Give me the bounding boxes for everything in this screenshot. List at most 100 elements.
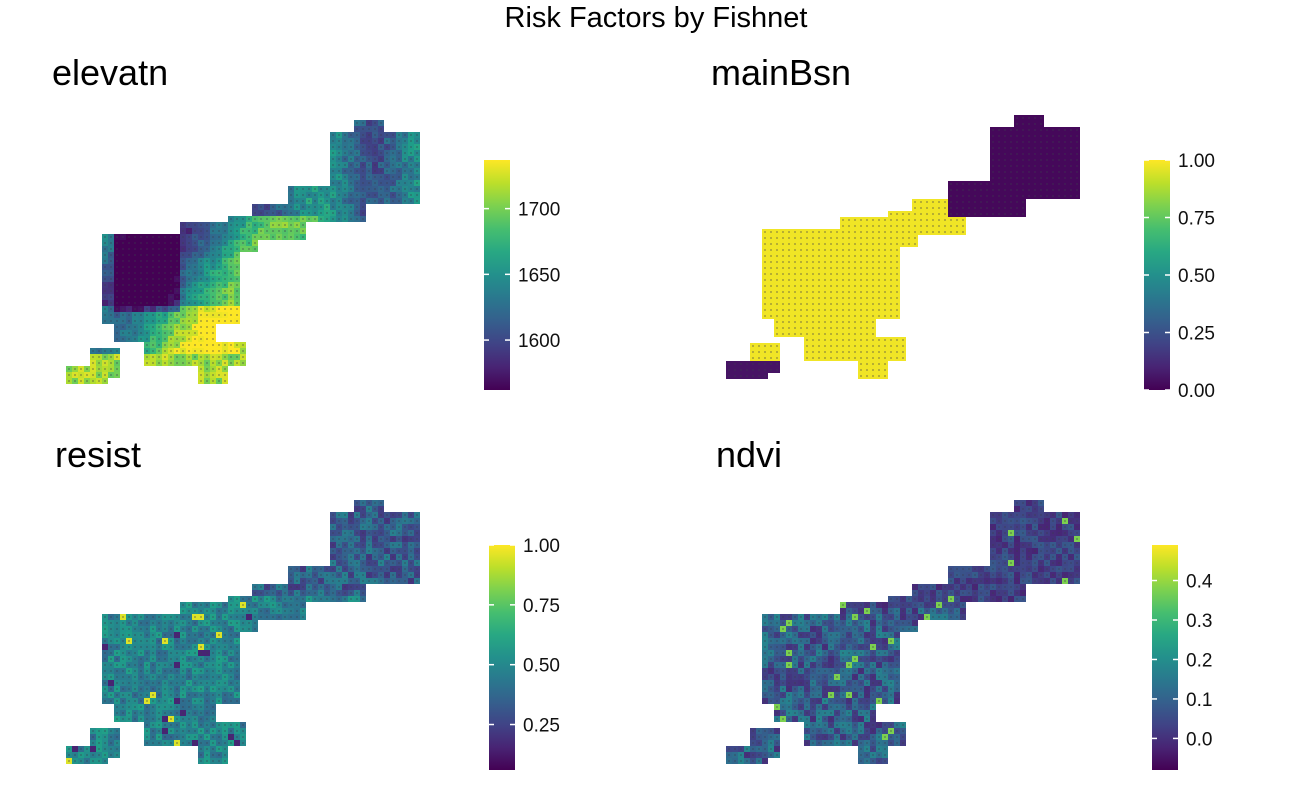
point-marker	[236, 320, 238, 322]
point-marker	[206, 230, 208, 232]
point-marker	[776, 369, 778, 371]
point-marker	[368, 514, 370, 516]
point-marker	[134, 296, 136, 298]
point-marker	[920, 219, 922, 221]
point-marker	[122, 314, 124, 316]
point-marker	[1034, 195, 1036, 197]
point-marker	[116, 706, 118, 708]
point-marker	[158, 706, 160, 708]
point-marker	[344, 544, 346, 546]
point-marker	[362, 152, 364, 154]
point-marker	[200, 332, 202, 334]
point-marker	[170, 676, 172, 678]
point-marker	[230, 610, 232, 612]
point-marker	[140, 634, 142, 636]
point-marker	[140, 640, 142, 642]
point-marker	[842, 303, 844, 305]
point-marker	[842, 237, 844, 239]
point-marker	[218, 616, 220, 618]
point-marker	[194, 700, 196, 702]
point-marker	[116, 338, 118, 340]
point-marker	[224, 308, 226, 310]
point-marker	[344, 568, 346, 570]
point-marker	[1034, 135, 1036, 137]
point-marker	[806, 357, 808, 359]
point-marker	[866, 267, 868, 269]
point-marker	[224, 688, 226, 690]
point-marker	[866, 285, 868, 287]
point-marker	[392, 164, 394, 166]
point-marker	[188, 350, 190, 352]
point-marker	[854, 243, 856, 245]
point-marker	[218, 296, 220, 298]
point-marker	[212, 254, 214, 256]
point-marker	[206, 254, 208, 256]
point-marker	[776, 333, 778, 335]
point-marker	[206, 700, 208, 702]
point-marker	[290, 610, 292, 612]
point-marker	[1076, 159, 1078, 161]
point-marker	[392, 526, 394, 528]
point-marker	[386, 568, 388, 570]
point-marker	[752, 345, 754, 347]
point-marker	[302, 218, 304, 220]
point-marker	[1040, 189, 1042, 191]
point-marker	[218, 350, 220, 352]
point-marker	[170, 266, 172, 268]
point-marker	[806, 351, 808, 353]
point-marker	[818, 297, 820, 299]
point-marker	[314, 188, 316, 190]
point-marker	[206, 380, 208, 382]
point-marker	[770, 291, 772, 293]
point-marker	[350, 568, 352, 570]
point-marker	[116, 302, 118, 304]
point-marker	[164, 326, 166, 328]
point-marker	[380, 562, 382, 564]
point-marker	[176, 706, 178, 708]
point-marker	[140, 628, 142, 630]
point-marker	[146, 284, 148, 286]
point-marker	[224, 254, 226, 256]
point-marker	[1016, 159, 1018, 161]
point-marker	[380, 128, 382, 130]
point-marker	[206, 332, 208, 334]
point-marker	[962, 225, 964, 227]
point-marker	[410, 182, 412, 184]
point-marker	[254, 224, 256, 226]
point-marker	[218, 610, 220, 612]
point-marker	[854, 345, 856, 347]
point-marker	[854, 237, 856, 239]
point-marker	[368, 188, 370, 190]
point-marker	[956, 201, 958, 203]
point-marker	[368, 538, 370, 540]
point-marker	[110, 682, 112, 684]
point-marker	[182, 224, 184, 226]
point-marker	[860, 375, 862, 377]
point-marker	[140, 326, 142, 328]
point-marker	[752, 369, 754, 371]
point-marker	[116, 236, 118, 238]
point-marker	[398, 146, 400, 148]
point-marker	[896, 315, 898, 317]
point-marker	[122, 706, 124, 708]
point-marker	[788, 303, 790, 305]
point-marker	[194, 260, 196, 262]
point-marker	[362, 538, 364, 540]
point-marker	[872, 267, 874, 269]
point-marker	[272, 598, 274, 600]
point-marker	[140, 236, 142, 238]
point-marker	[764, 261, 766, 263]
point-marker	[236, 694, 238, 696]
point-marker	[380, 200, 382, 202]
point-marker	[104, 380, 106, 382]
point-marker	[836, 255, 838, 257]
point-marker	[872, 231, 874, 233]
point-marker	[194, 326, 196, 328]
point-marker	[206, 688, 208, 690]
point-marker	[206, 664, 208, 666]
point-marker	[830, 291, 832, 293]
point-marker	[926, 201, 928, 203]
point-marker	[272, 604, 274, 606]
point-marker	[914, 231, 916, 233]
point-marker	[1004, 207, 1006, 209]
